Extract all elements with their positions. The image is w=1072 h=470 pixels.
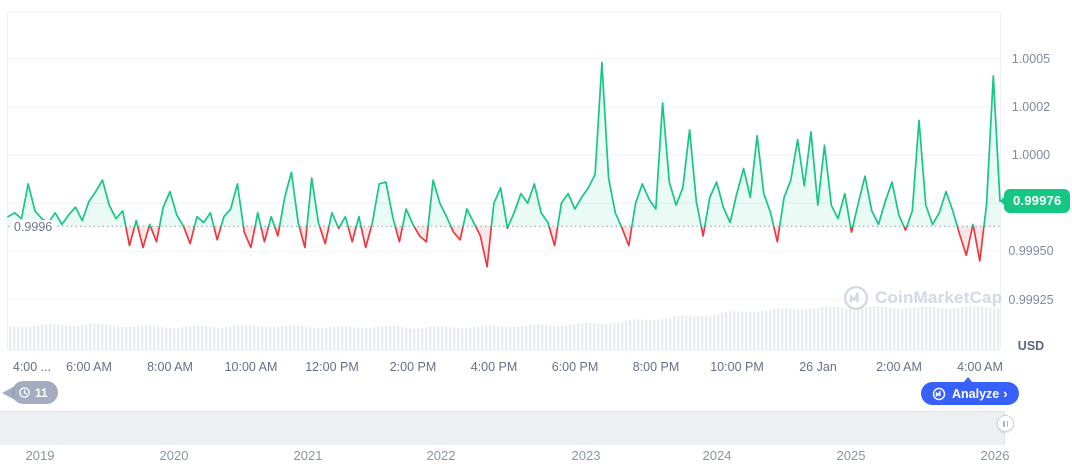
navigator-year-tick: 2021 bbox=[293, 448, 323, 463]
x-axis-tick: 10:00 PM bbox=[710, 360, 764, 374]
navigator-year-tick: 2023 bbox=[571, 448, 601, 463]
x-axis-tick: 6:00 PM bbox=[551, 360, 599, 374]
watermark: CoinMarketCap bbox=[843, 285, 1002, 311]
x-axis-tick: 2:00 PM bbox=[389, 360, 437, 374]
navigator-year-tick: 2019 bbox=[25, 448, 55, 463]
x-axis-tick: 4:00 ... bbox=[12, 360, 52, 374]
chevron-right-icon: › bbox=[1003, 386, 1008, 401]
navigator-year-tick: 2026 bbox=[980, 448, 1010, 463]
x-axis-tick: 8:00 AM bbox=[147, 360, 193, 374]
watermark-text: CoinMarketCap bbox=[875, 288, 1003, 307]
navigator-year-tick: 2020 bbox=[159, 448, 189, 463]
x-axis-tick: 8:00 PM bbox=[632, 360, 680, 374]
analyze-button-notch bbox=[963, 377, 973, 383]
coinmarketcap-logo-icon bbox=[844, 286, 868, 310]
x-axis-tick: 6:00 AM bbox=[66, 360, 112, 374]
navigator-year-tick: 2025 bbox=[836, 448, 866, 463]
badge-pointer bbox=[2, 385, 15, 400]
y-axis-tick: 0.99925 bbox=[1008, 293, 1054, 307]
navigator-year-tick: 2022 bbox=[426, 448, 456, 463]
timeline-navigator[interactable] bbox=[0, 411, 1005, 445]
currency-unit-label: USD bbox=[1017, 339, 1045, 353]
x-axis-tick: 4:00 PM bbox=[470, 360, 518, 374]
y-axis-tick: 1.0000 bbox=[1011, 148, 1051, 162]
y-axis-tick: 1.0002 bbox=[1011, 100, 1051, 114]
y-axis-tick: 1.0005 bbox=[1011, 52, 1051, 66]
y-axis-tick: 0.99950 bbox=[1008, 244, 1054, 258]
x-axis-tick: 2:00 AM bbox=[876, 360, 922, 374]
history-events-badge[interactable]: 11 bbox=[2, 381, 58, 404]
history-count: 11 bbox=[35, 385, 48, 400]
analyze-label: Analyze bbox=[952, 386, 1000, 401]
x-axis-tick: 4:00 AM bbox=[957, 360, 1003, 374]
x-axis-tick: 10:00 AM bbox=[224, 360, 278, 374]
x-axis-tick: 26 Jan bbox=[799, 360, 837, 374]
analyze-button[interactable]: Analyze › bbox=[921, 377, 1019, 405]
navigator-year-tick: 2024 bbox=[702, 448, 732, 463]
cmc-logo-icon bbox=[932, 387, 946, 400]
clock-icon bbox=[19, 387, 30, 398]
open-price-label: 0.9996 bbox=[11, 220, 56, 235]
navigator-resize-handle[interactable] bbox=[997, 415, 1014, 432]
last-price-badge: 0.99976 bbox=[999, 189, 1071, 213]
x-axis-tick: 12:00 PM bbox=[305, 360, 359, 374]
